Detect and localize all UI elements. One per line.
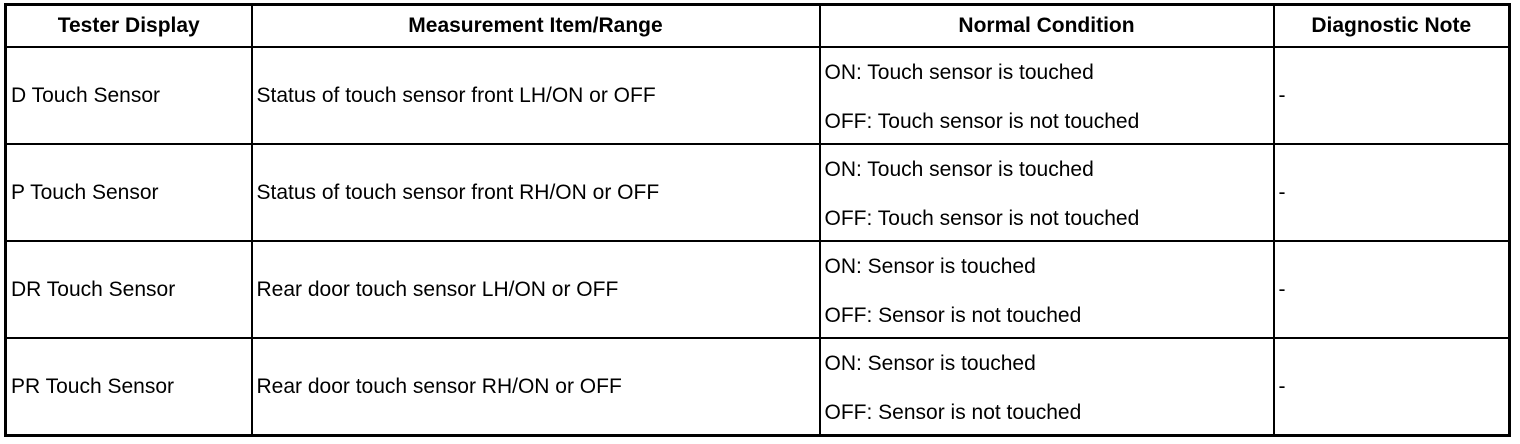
table-row: D Touch Sensor Status of touch sensor fr… xyxy=(4,46,1511,145)
table-row: DR Touch Sensor Rear door touch sensor L… xyxy=(4,240,1511,339)
measurement-cell: Rear door touch sensor RH/ON or OFF xyxy=(250,337,821,437)
normal-condition-cell: ON: Sensor is touched OFF: Sensor is not … xyxy=(818,337,1275,437)
normal-on: ON: Touch sensor is touched xyxy=(824,157,1094,181)
normal-condition-cell: ON: Sensor is touched OFF: Sensor is not … xyxy=(818,240,1275,339)
header-measurement: Measurement Item/Range xyxy=(250,3,821,48)
normal-off: OFF: Sensor is not touched xyxy=(824,400,1082,424)
header-row: Tester Display Measurement Item/Range No… xyxy=(4,3,1511,48)
diagnostic-note-cell: - xyxy=(1272,143,1511,242)
measurement-cell: Status of touch sensor front RH/ON or OF… xyxy=(250,143,821,242)
normal-on: ON: Touch sensor is touched xyxy=(824,60,1094,84)
tester-data-table: Tester Display Measurement Item/Range No… xyxy=(4,3,1511,437)
diagnostic-note-cell: - xyxy=(1272,337,1511,437)
measurement-cell: Rear door touch sensor LH/ON or OFF xyxy=(250,240,821,339)
normal-off: OFF: Sensor is not touched xyxy=(824,303,1082,327)
header-diagnostic-note: Diagnostic Note xyxy=(1272,3,1511,48)
diagnostic-note-cell: - xyxy=(1272,240,1511,339)
tester-display-cell: DR Touch Sensor xyxy=(4,240,253,339)
normal-off: OFF: Touch sensor is not touched xyxy=(824,109,1140,133)
header-tester-display: Tester Display xyxy=(4,3,253,48)
tester-display-cell: P Touch Sensor xyxy=(4,143,253,242)
normal-condition-cell: ON: Touch sensor is touched OFF: Touch se… xyxy=(818,46,1275,145)
tester-display-cell: D Touch Sensor xyxy=(4,46,253,145)
table-row: PR Touch Sensor Rear door touch sensor R… xyxy=(4,337,1511,437)
header-normal-condition: Normal Condition xyxy=(818,3,1275,48)
normal-condition-cell: ON: Touch sensor is touched OFF: Touch se… xyxy=(818,143,1275,242)
measurement-cell: Status of touch sensor front LH/ON or OF… xyxy=(250,46,821,145)
normal-on: ON: Sensor is touched xyxy=(824,351,1036,375)
tester-display-cell: PR Touch Sensor xyxy=(4,337,253,437)
normal-off: OFF: Touch sensor is not touched xyxy=(824,206,1140,230)
normal-on: ON: Sensor is touched xyxy=(824,254,1036,278)
table-row: P Touch Sensor Status of touch sensor fr… xyxy=(4,143,1511,242)
diagnostic-note-cell: - xyxy=(1272,46,1511,145)
